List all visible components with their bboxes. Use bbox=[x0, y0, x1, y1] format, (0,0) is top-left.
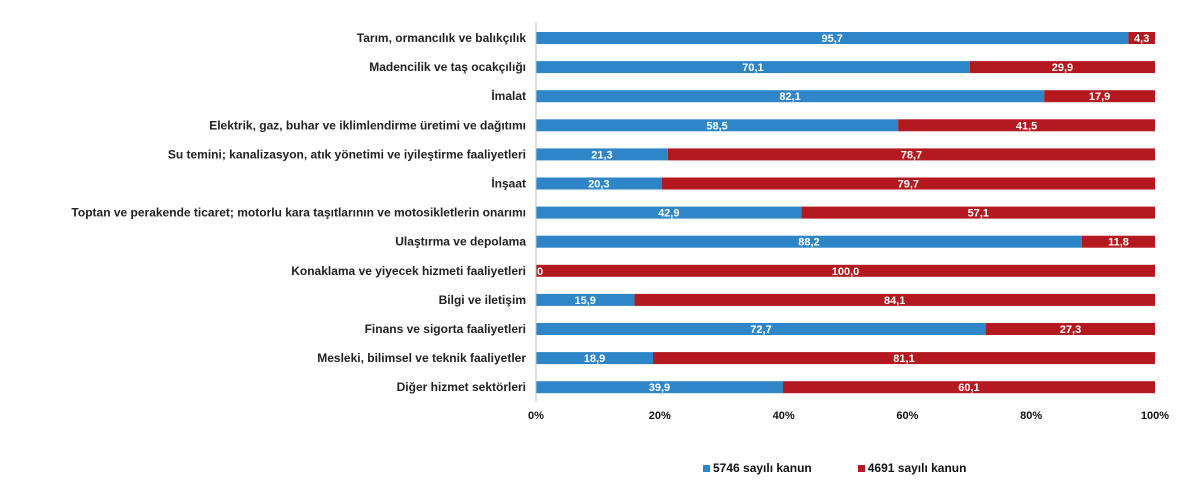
bar-segment-series-2 bbox=[801, 206, 1155, 219]
bar-value-label-series-2: 41,5 bbox=[1016, 120, 1037, 132]
bar-segment-series-2 bbox=[1044, 90, 1155, 103]
bar-value-label-series-2: 78,7 bbox=[901, 149, 922, 161]
bar-segment-series-2 bbox=[661, 177, 1155, 190]
legend-swatch-series-2 bbox=[857, 464, 865, 472]
x-tick-label: 20% bbox=[649, 410, 671, 422]
category-label: Bilgi ve iletişim bbox=[439, 293, 526, 307]
bar-segment-series-2 bbox=[652, 352, 1155, 365]
category-label: İmalat bbox=[491, 88, 526, 103]
bar-value-label-series-2: 84,1 bbox=[884, 295, 905, 307]
bar-value-label-series-1: 58,5 bbox=[706, 120, 727, 132]
bar-segment-series-1 bbox=[536, 352, 653, 365]
bar-segment-series-2 bbox=[634, 293, 1155, 306]
legend-swatch-series-1 bbox=[703, 464, 710, 472]
bar-segment-series-2 bbox=[898, 119, 1155, 132]
legend-item-series-1: 5746 sayılı kanun bbox=[703, 461, 812, 475]
bar-value-label-series-1: 42,9 bbox=[658, 208, 679, 220]
legend-label-series-1: 5746 sayılı kanun bbox=[713, 461, 812, 475]
legend: 5746 sayılı kanun 4691 sayılı kanun bbox=[703, 461, 966, 475]
x-tick-label: 80% bbox=[1020, 410, 1042, 422]
bar-segment-series-1 bbox=[536, 293, 635, 306]
bar-value-label-series-2: 57,1 bbox=[968, 208, 989, 220]
category-label: İnşaat bbox=[491, 176, 526, 191]
category-label: Tarım, ormancılık ve balıkçılık bbox=[357, 31, 527, 45]
bar-value-label-series-2: 27,3 bbox=[1060, 324, 1081, 336]
bar-segment-series-1 bbox=[536, 119, 899, 132]
bar-value-label-series-1: 21,3 bbox=[591, 149, 612, 161]
bar-segment-series-2 bbox=[1128, 32, 1155, 44]
bar-segment-series-1 bbox=[536, 90, 1045, 103]
x-tick-label: 40% bbox=[773, 410, 795, 422]
bar-segment-series-2 bbox=[986, 323, 1155, 335]
bar-value-label-series-1: 18,9 bbox=[584, 353, 605, 365]
category-label: Mesleki, bilimsel ve teknik faaliyetler bbox=[317, 351, 526, 365]
bar-value-label-series-1: 70,1 bbox=[742, 62, 763, 74]
bar-segment-series-2 bbox=[536, 264, 1155, 277]
bar-value-label-series-1: 88,2 bbox=[798, 237, 819, 249]
x-tick-label: 100% bbox=[1141, 410, 1169, 422]
bar-value-label-series-2: 79,7 bbox=[898, 179, 919, 191]
bar-segment-series-2 bbox=[782, 381, 1155, 394]
x-tick-label: 0% bbox=[528, 410, 544, 422]
category-label: Ulaştırma ve depolama bbox=[395, 235, 526, 249]
category-label: Elektrik, gaz, buhar ve iklimlendirme ür… bbox=[209, 118, 526, 132]
legend-label-series-2: 4691 sayılı kanun bbox=[867, 461, 967, 475]
bar-value-label-series-1: 15,9 bbox=[574, 295, 595, 307]
bar-value-label-series-2: 4,3 bbox=[1134, 33, 1149, 45]
category-label: Konaklama ve yiyecek hizmeti faaliyetler… bbox=[291, 264, 526, 278]
bar-segment-series-1 bbox=[536, 206, 802, 219]
category-label: Su temini; kanalizasyon, atık yönetimi v… bbox=[168, 147, 526, 161]
bar-value-label-series-2: 29,9 bbox=[1052, 62, 1073, 74]
bar-value-label-series-1: 0 bbox=[537, 266, 543, 278]
bars bbox=[536, 32, 1155, 394]
bar-segment-series-1 bbox=[536, 177, 662, 190]
bar-value-label-series-2: 17,9 bbox=[1089, 91, 1110, 103]
bar-segment-series-1 bbox=[536, 148, 668, 161]
bar-value-label-series-2: 11,8 bbox=[1108, 237, 1129, 249]
bar-segment-series-1 bbox=[536, 235, 1082, 248]
category-labels: Tarım, ormancılık ve balıkçılık Madencili… bbox=[71, 31, 526, 394]
legend-item-series-2: 4691 sayılı kanun bbox=[857, 461, 967, 475]
bar-value-label-series-1: 39,9 bbox=[649, 382, 670, 394]
bar-value-label-series-2: 100,0 bbox=[832, 266, 860, 278]
category-label: Finans ve sigorta faaliyetleri bbox=[365, 322, 526, 336]
bar-segment-series-2 bbox=[969, 61, 1155, 74]
category-label: Madencilik ve taş ocakçılığı bbox=[369, 60, 526, 74]
category-label: Diğer hizmet sektörleri bbox=[397, 380, 526, 394]
bar-segment-series-2 bbox=[1081, 235, 1155, 248]
bar-segment-series-1 bbox=[536, 32, 1129, 44]
bar-segment-series-2 bbox=[667, 148, 1155, 161]
x-axis-ticks: 0% 20% 40% 60% 80% 100% bbox=[528, 410, 1169, 422]
bar-value-label-series-1: 82,1 bbox=[779, 91, 800, 103]
bar-segment-series-1 bbox=[536, 381, 783, 394]
bar-value-label-series-2: 60,1 bbox=[958, 382, 979, 394]
bar-value-labels: 95,7 4,3 70,1 29,9 82,1 17,9 58,5 41,5 21,3 78,7 2… bbox=[537, 33, 1149, 394]
bar-value-label-series-2: 81,1 bbox=[893, 353, 914, 365]
bar-value-label-series-1: 95,7 bbox=[821, 33, 842, 45]
bar-segment-series-1 bbox=[536, 61, 970, 74]
bar-segment-series-1 bbox=[536, 323, 987, 335]
x-tick-label: 60% bbox=[896, 410, 918, 422]
bar-value-label-series-1: 72,7 bbox=[750, 324, 771, 336]
bar-value-label-series-1: 20,3 bbox=[588, 179, 609, 191]
category-label: Toptan ve perakende ticaret; motorlu kar… bbox=[71, 206, 526, 220]
